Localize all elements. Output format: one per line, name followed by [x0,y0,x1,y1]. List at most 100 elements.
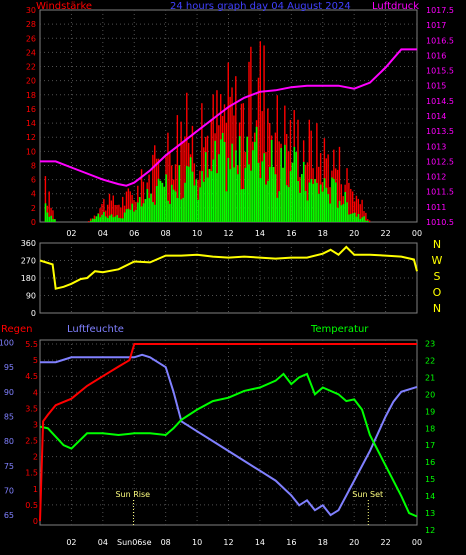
wind-bar [302,161,305,222]
gust-bar [267,108,269,222]
gust-bar [99,208,101,222]
wind-bar [106,217,109,222]
wind-bar [125,209,128,222]
gust-bar [180,121,182,222]
rain-line [39,343,417,522]
wind-bar [312,183,314,222]
x-tick: 22 [380,538,390,547]
wind-bar [52,219,54,222]
gust-bar [367,219,369,222]
wind-bar [272,167,275,222]
wind-bar [105,216,107,222]
wind-bar [353,212,356,222]
gust-bar [308,119,311,222]
wind-bar [120,218,122,222]
wind-bar [287,187,290,222]
x-tick: Sun06se [117,538,152,547]
wind-bar [208,168,211,222]
wind-bar [216,173,218,222]
x-tick: 14 [255,538,265,547]
gust-bar [257,77,260,222]
wind-tick: 14 [26,119,36,128]
pressure-tick: 1017.5 [426,6,454,15]
gust-bar [225,122,228,222]
gust-bar [353,201,356,222]
gust-bar [285,134,288,222]
wind-bar [295,152,298,222]
wind-tick: 24 [26,48,36,57]
gust-bar [359,204,361,222]
temperature-tick: 22 [425,356,435,365]
wind-bar [97,213,100,222]
humidity-tick: 95 [4,363,14,372]
gust-bar [212,94,214,222]
wind-bar [148,198,150,222]
wind-bar [197,199,199,222]
rain-tick: 2.5 [25,437,38,446]
wind-bar [171,184,173,222]
temperature-tick: 14 [425,492,435,501]
wind-tick: 2 [31,204,36,213]
gust-bar [50,207,52,222]
climate-x-ticks: 02 04 Sun06se 08 10 12 14 16 18 20 22 00 [66,538,422,547]
wind-bar [233,167,235,222]
gust-bar [259,41,262,223]
wind-bar [291,162,294,222]
wind-bar [152,202,154,222]
gust-bar [120,207,122,222]
rain-tick: 3.5 [25,404,38,413]
wind-bar [103,211,105,222]
wind-bar [221,132,224,222]
gust-bar [182,141,184,222]
wind-bar [133,211,135,222]
wind-bar [214,140,216,222]
sun-markers [132,500,369,525]
rain-tick: 4.5 [25,372,38,381]
wind-bar [218,154,220,222]
wind-bar [144,199,147,222]
gust-bar [116,204,118,222]
gust-bar [154,145,156,222]
wind-bar [93,218,96,222]
wind-bar [174,191,177,222]
compass-letter: N [433,238,441,251]
gust-bar [346,168,348,222]
x-tick: 16 [286,538,296,547]
wind-bar [306,200,309,222]
wind-bar [116,215,118,222]
pressure-tick: 1010.5 [426,218,454,227]
x-tick: 02 [66,229,76,238]
rain-tick: 4 [33,388,38,397]
x-tick: 08 [161,538,171,547]
pressure-tick: 1012.5 [426,157,454,166]
temperature-tick: 15 [425,475,435,484]
humidity-tick: 65 [4,511,14,520]
regen-label: Regen [1,324,33,335]
wind-bar [259,178,262,222]
wind-bar [184,182,186,222]
gust-bar [297,119,299,222]
temperature-tick: 21 [425,373,435,382]
wind-bar [206,177,209,222]
gust-bar [355,195,358,222]
wind-bar [285,185,288,222]
wind-bar [282,167,284,222]
wind-bar [253,141,256,222]
wind-bar [363,216,365,222]
wind-tick: 20 [26,77,36,86]
wind-bar [297,181,299,222]
pressure-tick: 1015.5 [426,67,454,76]
gust-bar [88,220,90,222]
pressure-tick: 1013 [426,142,446,151]
wind-bar [304,191,307,222]
pressure-tick: 1017 [426,21,446,30]
wind-bar [240,189,243,222]
wind-bar [48,216,51,222]
rain-tick: 1 [33,485,38,494]
wind-x-ticks: 02 04 06 08 10 12 14 16 18 20 22 00 [66,229,422,238]
wind-bar [50,215,52,222]
direction-axis-labels: 360 270 180 90 0 [21,239,36,318]
wind-bar [189,157,192,222]
wind-bar [46,212,49,222]
wind-bar [187,166,190,222]
